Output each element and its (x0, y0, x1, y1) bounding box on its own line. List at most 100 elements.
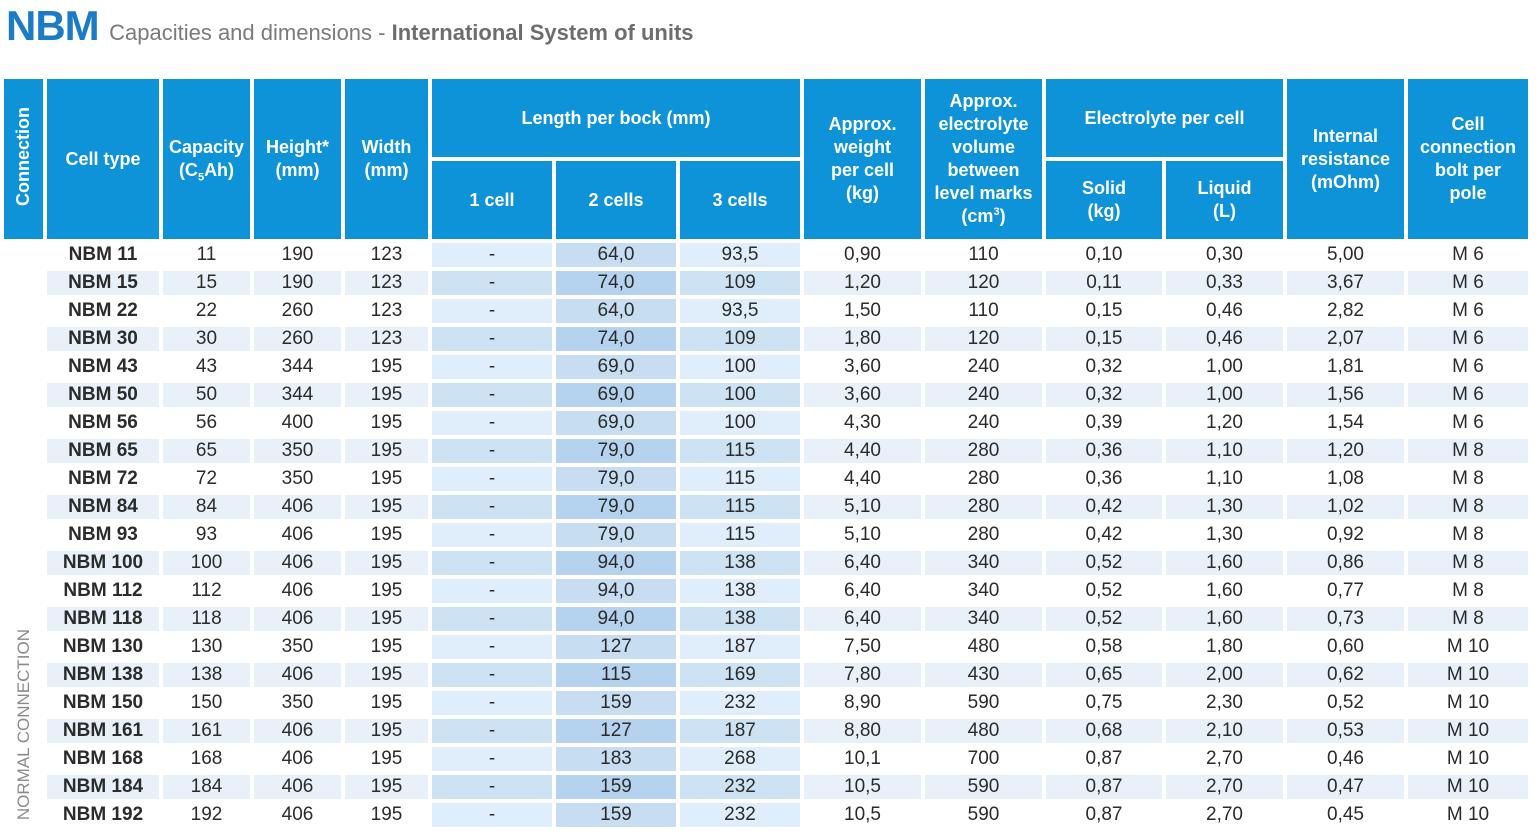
cell-resistance: 0,47 (1287, 775, 1408, 803)
cell-length-1cell: - (432, 439, 556, 467)
table-row: NBM 93 93 406 195-79,0 115 5,10 280 0,42 1,30 0,9… (4, 523, 1528, 551)
cell-weight: 10,1 (804, 747, 925, 775)
cell-bolt: M 10 (1408, 719, 1528, 747)
cell-solid: 0,15 (1046, 327, 1166, 355)
cell-liquid: 1,10 (1166, 439, 1287, 467)
header-weight: Approx. weight per cell (kg) (804, 79, 925, 243)
cell-length-1cell: - (432, 803, 556, 831)
cell-solid: 0,87 (1046, 747, 1166, 775)
page-subtitle: Capacities and dimensions - Internationa… (109, 20, 693, 45)
cell-capacity: 192 (163, 803, 254, 831)
table-header: Connection Cell type Capacity (C5Ah) Heig… (4, 79, 1528, 243)
cell-width: 195 (345, 747, 432, 775)
cell-bolt: M 10 (1408, 663, 1528, 691)
table-row: NBM 161 161 406 195-127 187 8,80 480 0,68 2,10 0,… (4, 719, 1528, 747)
cell-cell-type: NBM 192 (47, 803, 163, 831)
cell-height: 406 (254, 579, 345, 607)
cell-width: 195 (345, 663, 432, 691)
cell-height: 406 (254, 719, 345, 747)
cell-bolt: M 10 (1408, 747, 1528, 775)
cell-bolt: M 10 (1408, 691, 1528, 719)
header-volume-line3: volume (951, 137, 1016, 157)
cell-resistance: 1,08 (1287, 467, 1408, 495)
header-bolt-line2: connection (1419, 137, 1516, 157)
header-weight-line2: weight (834, 137, 891, 157)
cell-weight: 7,50 (804, 635, 925, 663)
cell-volume: 340 (925, 607, 1046, 635)
cell-length-2cells: 64,0 (556, 299, 680, 327)
cell-width: 195 (345, 439, 432, 467)
cell-volume: 430 (925, 663, 1046, 691)
cell-length-3cells: 232 (680, 775, 804, 803)
cell-weight: 8,90 (804, 691, 925, 719)
connection-cell: NORMAL CONNECTION (4, 243, 47, 831)
header-height-line2: (mm) (275, 160, 320, 180)
cell-volume: 480 (925, 635, 1046, 663)
cell-length-3cells: 109 (680, 327, 804, 355)
cell-capacity: 84 (163, 495, 254, 523)
cell-length-2cells: 74,0 (556, 271, 680, 299)
table-row: NBM 118 118 406 195-94,0 138 6,40 340 0,52 1,60 0… (4, 607, 1528, 635)
header-connection: Connection (4, 79, 47, 243)
header-cell-type: Cell type (47, 79, 163, 243)
cell-length-1cell: - (432, 747, 556, 775)
header-capacity-sub: 5 (197, 171, 205, 184)
cell-solid: 0,32 (1046, 355, 1166, 383)
cell-width: 195 (345, 775, 432, 803)
cell-length-2cells: 115 (556, 663, 680, 691)
cell-resistance: 0,45 (1287, 803, 1408, 831)
cell-cell-type: NBM 138 (47, 663, 163, 691)
cell-weight: 10,5 (804, 803, 925, 831)
cell-resistance: 0,77 (1287, 579, 1408, 607)
cell-liquid: 1,10 (1166, 467, 1287, 495)
header-weight-line4: (kg) (846, 183, 879, 203)
header-bolt: Cell connection bolt per pole (1408, 79, 1528, 243)
cell-length-2cells: 74,0 (556, 327, 680, 355)
cell-solid: 0,36 (1046, 439, 1166, 467)
header-capacity-line1: Capacity (168, 137, 245, 157)
table-body: NORMAL CONNECTION NBM 11 11 190 123-64,0 93,5… (4, 243, 1528, 831)
header-length-group-label: Length per bock (mm) (521, 107, 711, 128)
cell-height: 350 (254, 691, 345, 719)
header-volume-line4: between (947, 160, 1020, 180)
cell-length-2cells: 94,0 (556, 551, 680, 579)
cell-liquid: 2,30 (1166, 691, 1287, 719)
cell-cell-type: NBM 84 (47, 495, 163, 523)
cell-solid: 0,42 (1046, 495, 1166, 523)
cell-cell-type: NBM 130 (47, 635, 163, 663)
header-electrolyte-group: Electrolyte per cell (1046, 79, 1287, 161)
cell-length-2cells: 94,0 (556, 579, 680, 607)
cell-bolt: M 10 (1408, 775, 1528, 803)
cell-weight: 1,50 (804, 299, 925, 327)
header-resistance: Internal resistance (mOhm) (1287, 79, 1408, 243)
cell-width: 195 (345, 523, 432, 551)
cell-bolt: M 10 (1408, 635, 1528, 663)
cell-volume: 280 (925, 495, 1046, 523)
cell-length-2cells: 79,0 (556, 523, 680, 551)
cell-weight: 1,20 (804, 271, 925, 299)
header-resistance-line2: resistance (1300, 148, 1391, 169)
cell-length-1cell: - (432, 719, 556, 747)
cell-volume: 340 (925, 551, 1046, 579)
cell-length-3cells: 115 (680, 467, 804, 495)
cell-length-2cells: 79,0 (556, 467, 680, 495)
cell-resistance: 0,92 (1287, 523, 1408, 551)
cell-cell-type: NBM 72 (47, 467, 163, 495)
cell-resistance: 1,20 (1287, 439, 1408, 467)
cell-length-3cells: 138 (680, 607, 804, 635)
cell-length-1cell: - (432, 243, 556, 271)
header-cell-type-label: Cell type (65, 148, 141, 169)
cell-length-2cells: 127 (556, 719, 680, 747)
cell-volume: 110 (925, 243, 1046, 271)
cell-width: 195 (345, 355, 432, 383)
cell-height: 406 (254, 775, 345, 803)
cell-length-1cell: - (432, 551, 556, 579)
cell-bolt: M 8 (1408, 495, 1528, 523)
cell-capacity: 65 (163, 439, 254, 467)
cell-capacity: 22 (163, 299, 254, 327)
cell-volume: 280 (925, 523, 1046, 551)
header-height: Height* (mm) (254, 79, 345, 243)
cell-solid: 0,15 (1046, 299, 1166, 327)
cell-length-2cells: 64,0 (556, 243, 680, 271)
cell-bolt: M 8 (1408, 467, 1528, 495)
